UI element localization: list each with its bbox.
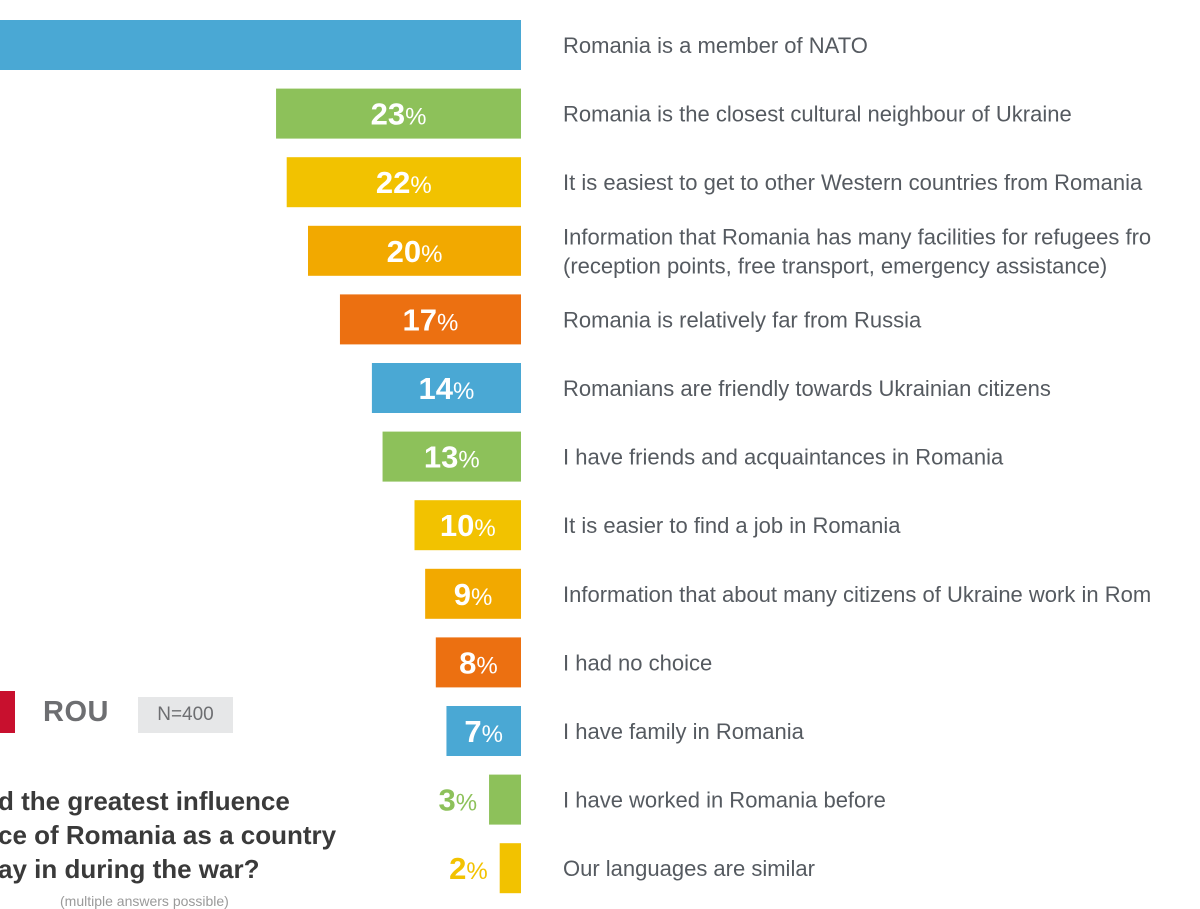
category-label: Romania is a member of NATO [563,33,868,58]
bar [425,568,521,619]
category-label: I have worked in Romania before [563,788,886,813]
bar [339,294,521,345]
category-label: It is easier to find a job in Romania [563,513,901,538]
category-label: Our languages are similar [563,856,815,881]
bar [371,363,521,413]
bar-value-label: 20% [387,234,443,269]
bar-value-label: 9% [454,577,493,612]
question-title: d the greatest influence ce of Romania a… [0,784,398,886]
bar [308,225,521,276]
bar [414,500,521,551]
category-label: Information that about many citizens of … [563,582,1151,607]
footnote: (multiple answers possible) [60,893,229,909]
category-label: Romania is the closest cultural neighbou… [563,102,1072,127]
country-code-label: ROU [43,696,109,728]
category-label: Romania is relatively far from Russia [563,307,922,332]
bar-value-label: 13% [424,440,480,475]
bar [435,637,521,688]
bar [276,88,521,139]
country-color-marker [0,691,15,733]
bar-value-label: 22% [376,165,432,200]
bar-value-label: 7% [464,714,503,749]
bar [286,157,521,208]
bar [446,706,521,756]
category-label: It is easiest to get to other Western co… [563,170,1143,195]
category-label: I have friends and acquaintances in Roma… [563,445,1004,470]
category-label: Information that Romania has many facili… [563,224,1151,278]
bar-value-label: 2% [449,851,488,886]
bar-value-label: 3% [438,783,477,818]
bar [489,774,521,825]
bar-value-label: 10% [440,508,496,543]
category-label: Romanians are friendly towards Ukrainian… [563,376,1051,401]
bar [0,20,521,70]
category-label: I had no choice [563,650,712,675]
question-line: ce of Romania as a country [0,820,337,850]
bar-value-label: 14% [419,371,475,406]
category-label: I have family in Romania [563,719,805,744]
bar [382,431,521,482]
bar-value-label: 8% [459,645,498,680]
question-line: ay in during the war? [0,854,260,884]
sample-size-badge: N=400 [138,697,233,733]
question-line: d the greatest influence [0,786,290,816]
bar-value-label: 17% [403,302,459,337]
bar [499,843,521,894]
bar-value-label: 23% [371,97,427,132]
